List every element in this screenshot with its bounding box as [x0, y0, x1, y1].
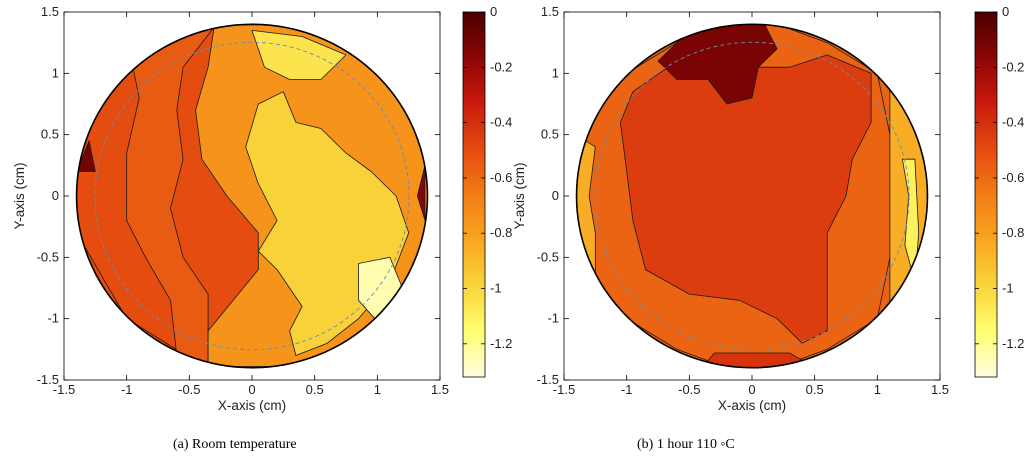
colorbar-tick-label-a-4: -0.8 — [490, 225, 512, 240]
colorbar-tick-label-b-5: -1 — [1002, 281, 1014, 296]
panel-b: -1.5 -1 -0.5 0 0.5 1 1.5 -1.5 -1 -0.5 0 0.5 1 1.5 X-ax… — [512, 4, 1024, 413]
x-tick-label-b-0: -1.5 — [553, 382, 575, 397]
y-axis-label-a: Y-axis (cm) — [12, 162, 27, 229]
contour-regions-b — [576, 24, 928, 368]
contour-region-a-7 — [416, 164, 426, 221]
x-tick-label-b-1: -1 — [621, 382, 633, 397]
x-tick-label-b-2: -0.5 — [678, 382, 700, 397]
y-tick-label-b-1: -1 — [547, 311, 559, 326]
dashed-circle-a — [94, 41, 410, 351]
y-tick-label-b-3: 0 — [552, 188, 559, 203]
wafer-heatmap-figure: -1.5 -1 -0.5 0 0.5 1 1.5 -1.5 -1 -0.5 0 0.5 1 1.5 X-ax… — [12, 4, 1024, 413]
y-tick-label-a-6: 1.5 — [41, 4, 59, 19]
y-tick-label-a-2: -0.5 — [37, 249, 59, 264]
contour-region-a-6 — [76, 140, 96, 172]
y-axis-label-b: Y-axis (cm) — [512, 162, 527, 229]
contour-region-b-1 — [620, 54, 872, 344]
y-tick-label-a-3: 0 — [52, 188, 59, 203]
y-tick-label-a-0: -1.5 — [37, 372, 59, 387]
x-tick-label-b-6: 1.5 — [931, 382, 949, 397]
y-tick-label-a-5: 1 — [52, 65, 59, 80]
colorbar-tick-label-a-6: -1.2 — [490, 336, 512, 351]
y-tick-label-a-1: -1 — [47, 311, 59, 326]
colorbar-a — [462, 11, 486, 378]
wafer-outline-b — [575, 23, 929, 369]
x-axis-label-a: X-axis (cm) — [218, 398, 286, 413]
y-tick-label-b-5: 1 — [552, 65, 559, 80]
contour-regions-a — [76, 24, 428, 368]
caption-b: (b) 1 hour 110 ◦C — [637, 437, 735, 452]
x-tick-label-a-5: 1 — [374, 382, 381, 397]
panel-a: -1.5 -1 -0.5 0 0.5 1 1.5 -1.5 -1 -0.5 0 0.5 1 1.5 X-ax… — [12, 4, 512, 413]
colorbar-tick-label-b-0: 0 — [1002, 4, 1009, 19]
x-tick-label-b-4: 0.5 — [806, 382, 824, 397]
colorbar-tick-label-b-2: -0.4 — [1002, 115, 1024, 130]
colorbar-tick-label-a-1: -0.2 — [490, 59, 512, 74]
colorbar-b — [974, 11, 998, 378]
x-tick-label-a-1: -1 — [121, 382, 133, 397]
colorbar-tick-label-a-3: -0.6 — [490, 170, 512, 185]
colorbar-tick-label-b-4: -0.8 — [1002, 225, 1024, 240]
y-tick-label-a-4: 0.5 — [41, 127, 59, 142]
y-tick-label-b-6: 1.5 — [541, 4, 559, 19]
colorbar-tick-label-b-3: -0.6 — [1002, 170, 1024, 185]
colorbar-tick-label-b-6: -1.2 — [1002, 336, 1024, 351]
x-tick-label-a-0: -1.5 — [53, 382, 75, 397]
y-tick-label-b-2: -0.5 — [537, 249, 559, 264]
colorbar-tick-label-a-0: 0 — [490, 4, 497, 19]
colorbar-tick-label-a-5: -1 — [490, 281, 502, 296]
caption-a: (a) Room temperature — [173, 437, 297, 452]
x-tick-label-a-6: 1.5 — [431, 382, 449, 397]
x-axis-label-b: X-axis (cm) — [718, 398, 786, 413]
colorbar-tick-label-a-2: -0.4 — [490, 115, 512, 130]
y-tick-label-b-0: -1.5 — [537, 372, 559, 387]
wafer-outline-a — [75, 23, 429, 369]
y-tick-label-b-4: 0.5 — [541, 127, 559, 142]
x-tick-label-a-4: 0.5 — [306, 382, 324, 397]
x-tick-label-a-2: -0.5 — [178, 382, 200, 397]
dashed-circle-b — [594, 41, 910, 351]
x-tick-label-a-3: 0 — [248, 382, 255, 397]
contour-region-a-4 — [251, 29, 347, 80]
contour-region-a-1 — [126, 26, 215, 367]
x-tick-label-b-3: 0 — [748, 382, 755, 397]
x-tick-label-b-5: 1 — [874, 382, 881, 397]
colorbar-tick-label-b-1: -0.2 — [1002, 59, 1024, 74]
